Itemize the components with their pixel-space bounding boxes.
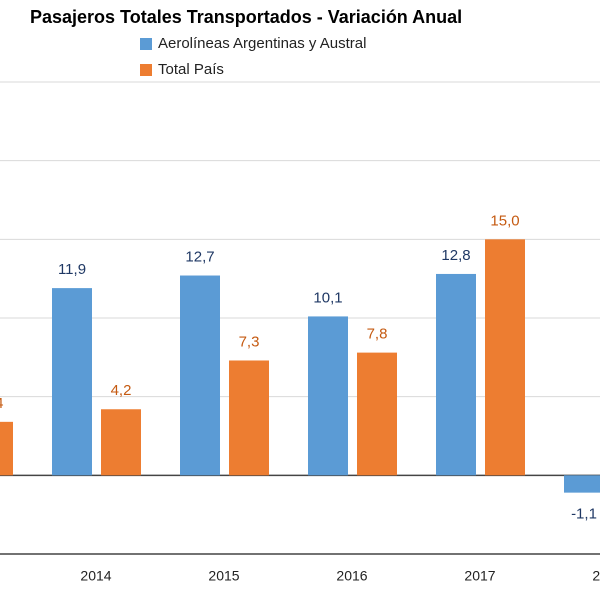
chart-title: Pasajeros Totales Transportados - Variac… [30,7,462,27]
data-label: 7,3 [239,333,260,350]
x-tick-label: 2017 [464,568,495,584]
data-label: 15,0 [490,212,519,229]
bar [0,421,13,476]
bar [436,273,476,476]
legend-swatch [140,64,152,76]
data-label: 12,7 [185,248,214,265]
bar [357,352,397,476]
x-tick-label: 2016 [336,568,367,584]
data-label: 3,4 [0,395,3,412]
bar [229,360,269,476]
x-tick-label: 2015 [208,568,239,584]
bar [180,275,220,476]
bar [564,475,600,493]
data-label: 4,2 [111,382,132,399]
bar [485,239,525,476]
data-label: 12,8 [441,247,470,264]
bar [101,409,141,476]
data-label: 11,9 [58,261,86,278]
bar [308,316,348,476]
legend-swatch [140,38,152,50]
x-tick-label: 2018 [592,568,600,584]
data-label: 10,1 [313,289,342,306]
bar [52,288,92,476]
legend-label: Total País [158,61,224,78]
legend-label: Aerolíneas Argentinas y Austral [158,35,366,52]
data-label: 7,8 [367,326,388,343]
data-label: -1,1 [571,506,597,523]
x-tick-label: 2014 [80,568,111,584]
